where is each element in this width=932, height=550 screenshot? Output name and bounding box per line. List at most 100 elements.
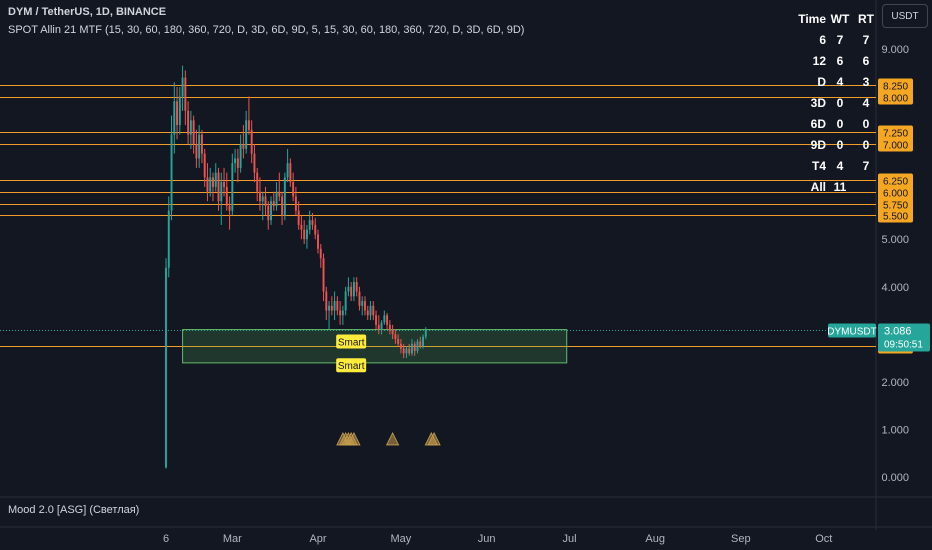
candle-body (192, 120, 195, 145)
mtf-cell: 4 (862, 95, 870, 110)
signal-triangle (427, 432, 441, 446)
level-label-text: 5.500 (883, 212, 908, 223)
signal-triangle (385, 432, 400, 446)
currency-button[interactable]: USDT (882, 4, 928, 28)
candle-body (181, 77, 184, 97)
time-axis: 6 Mar Apr May Jun Jul Aug Sep Oct (163, 533, 832, 545)
candle-body (281, 196, 284, 216)
candle-body (297, 210, 300, 225)
candle-body (388, 324, 391, 330)
level-label-box (878, 125, 913, 140)
candle-body (245, 120, 248, 149)
mtf-cell: 6 (836, 53, 844, 68)
candle-body (256, 172, 259, 192)
candle-body (214, 172, 217, 187)
candle-body (394, 334, 397, 340)
candle-body (275, 191, 278, 206)
candle-body (234, 158, 237, 164)
candle-body (270, 201, 272, 221)
indicator-title[interactable]: SPOT Allin 21 MTF (15, 30, 60, 180, 360,… (8, 24, 525, 36)
candle-body (380, 322, 383, 330)
signal-triangles (336, 432, 441, 446)
candle-body (358, 291, 361, 306)
candle-body (347, 286, 350, 292)
candle-body (261, 196, 264, 202)
mtf-cell: D (817, 74, 826, 89)
symbol-title[interactable]: DYM / TetherUS, 1D, BINANCE (8, 6, 167, 18)
mtf-cell: 4 (836, 158, 844, 173)
mtf-cell: 0 (862, 137, 870, 152)
smart-label-text: Smart (338, 337, 365, 348)
candle-body (258, 191, 261, 202)
mtf-cell: 0 (836, 137, 844, 152)
level-label-box (878, 137, 913, 152)
mtf-cell: 3D (810, 95, 826, 110)
time-tick-label: Oct (815, 533, 832, 545)
candle-body (167, 210, 170, 268)
support-zone (182, 329, 568, 364)
smart-label-text: Smart (338, 361, 365, 372)
time-tick-label: 6 (163, 533, 169, 545)
candle-body (236, 158, 239, 168)
mtf-cell: 6 (819, 32, 826, 47)
zone-rect (182, 329, 568, 364)
mood-indicator-title[interactable]: Mood 2.0 [ASG] (Светлая) (8, 504, 140, 516)
mtf-row: 9D 0 0 (786, 134, 878, 155)
level-label-box (878, 78, 913, 93)
time-tick-label: Jul (562, 533, 576, 545)
candle-body (405, 348, 408, 354)
candle-body (223, 182, 226, 187)
candle-body (311, 220, 314, 225)
mtf-cell: 6 (862, 53, 870, 68)
candle-body (300, 224, 303, 230)
mtf-cell: 11 (833, 179, 847, 194)
candle-body (292, 182, 295, 197)
candle-body (355, 282, 358, 292)
candle-body (195, 144, 198, 159)
mtf-header-time: Time (798, 11, 826, 26)
candle-body (165, 267, 167, 468)
candle-body (170, 134, 173, 211)
mtf-cell: 9D (810, 137, 826, 152)
candle-body (339, 310, 342, 316)
mtf-row: All 11 (786, 176, 878, 197)
candle-body (176, 101, 179, 126)
mtf-row: 3D 0 4 (786, 92, 878, 113)
candle-body (369, 305, 372, 316)
candle-body (325, 291, 328, 311)
level-label-box (878, 208, 913, 223)
level-label-text: 6.000 (883, 189, 908, 200)
candle-body (328, 305, 331, 311)
candle-body (239, 144, 242, 168)
level-label-text: 8.250 (883, 82, 908, 93)
candle-body (336, 301, 339, 311)
candle-body (383, 315, 386, 323)
candle-body (184, 77, 187, 111)
time-tick-label: Mar (223, 533, 242, 545)
mtf-row: 6D 0 0 (786, 113, 878, 134)
candle-body (286, 163, 289, 178)
candle-body (212, 177, 214, 187)
smart-label-box (336, 334, 367, 349)
candle-body (361, 301, 364, 306)
candle-body (253, 153, 256, 173)
candle-body (419, 341, 422, 347)
candle-body (206, 177, 209, 192)
countdown-text: 09:50:51 (884, 340, 923, 351)
candle-body (322, 258, 325, 292)
level-label-box (878, 90, 913, 105)
candle-body (250, 129, 253, 154)
candle-body (203, 153, 206, 178)
mtf-header-wt: WT (830, 11, 850, 26)
candle-body (375, 315, 378, 325)
candle-body (386, 315, 389, 325)
level-label-text: 8.000 (883, 94, 908, 105)
last-price-box (878, 323, 930, 352)
candle-body (178, 96, 181, 126)
candle-body (283, 177, 286, 216)
signal-triangle (347, 432, 361, 446)
